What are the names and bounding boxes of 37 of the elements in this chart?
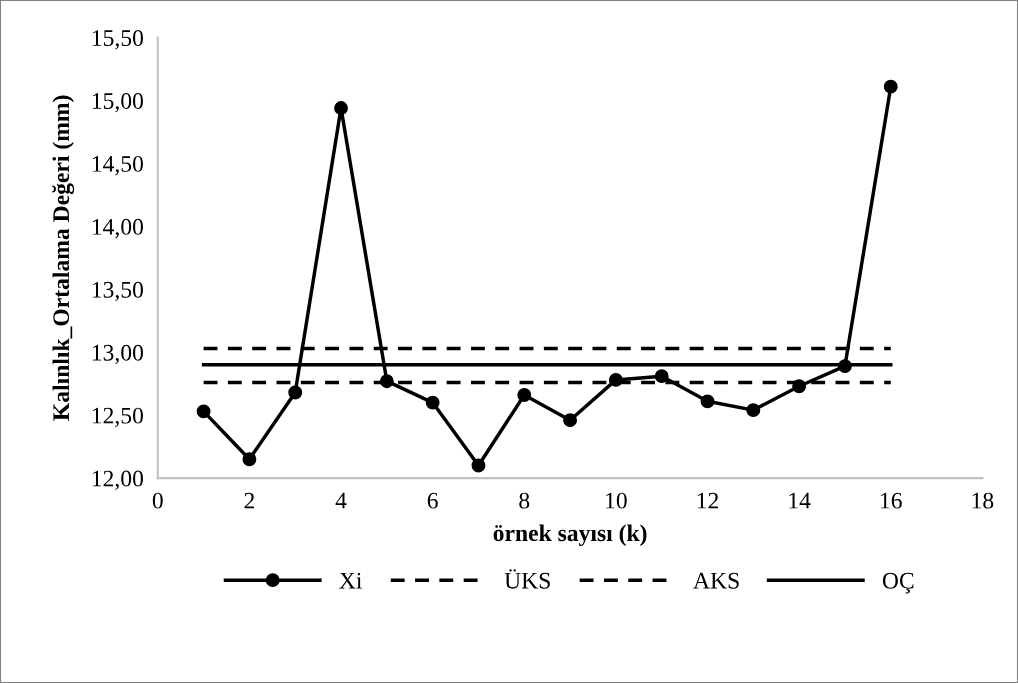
legend-label: ÜKS	[504, 569, 550, 589]
y-tick-label: 13,00	[92, 344, 143, 365]
point	[425, 395, 440, 410]
point	[242, 452, 257, 467]
y-tick-label: 15,00	[92, 92, 143, 113]
x-tick-label: 0	[152, 492, 163, 509]
x-tick-label: 2	[244, 492, 255, 509]
legend-label: Xi	[339, 572, 362, 589]
point	[196, 404, 211, 419]
y-tick-label: 12,00	[92, 470, 143, 490]
point	[700, 394, 715, 409]
point	[608, 372, 623, 387]
point	[334, 101, 348, 115]
x-tick-label: 16	[881, 492, 902, 509]
legend-label: AKS	[693, 572, 739, 589]
point	[471, 458, 486, 473]
y-tick-label: 13,50	[92, 281, 143, 302]
x-tick-label: 4	[335, 492, 347, 509]
y-axis-title: Kalınlık_Ortalama Değeri (mm)	[52, 95, 75, 421]
point	[288, 385, 303, 400]
y-tick-label: 14,50	[92, 155, 143, 176]
point	[563, 413, 578, 428]
x-tick-label: 8	[519, 492, 530, 509]
y-tick-label: 14,00	[92, 218, 143, 239]
point	[654, 369, 669, 384]
x-tick-label: 14	[789, 492, 811, 509]
legend-label: OÇ	[882, 572, 914, 594]
x-tick-label: 6	[427, 492, 438, 509]
point	[746, 403, 761, 418]
x-axis-title: örnek sayısı (k)	[493, 524, 647, 546]
y-tick-label: 12,50	[92, 407, 143, 427]
x-tick-label: 10	[606, 492, 627, 509]
x-tick-label: 12	[697, 492, 719, 509]
x-tick-label: 18	[972, 492, 994, 509]
point	[883, 79, 898, 94]
y-tick-label: 15,50	[92, 30, 143, 50]
point	[517, 388, 532, 402]
